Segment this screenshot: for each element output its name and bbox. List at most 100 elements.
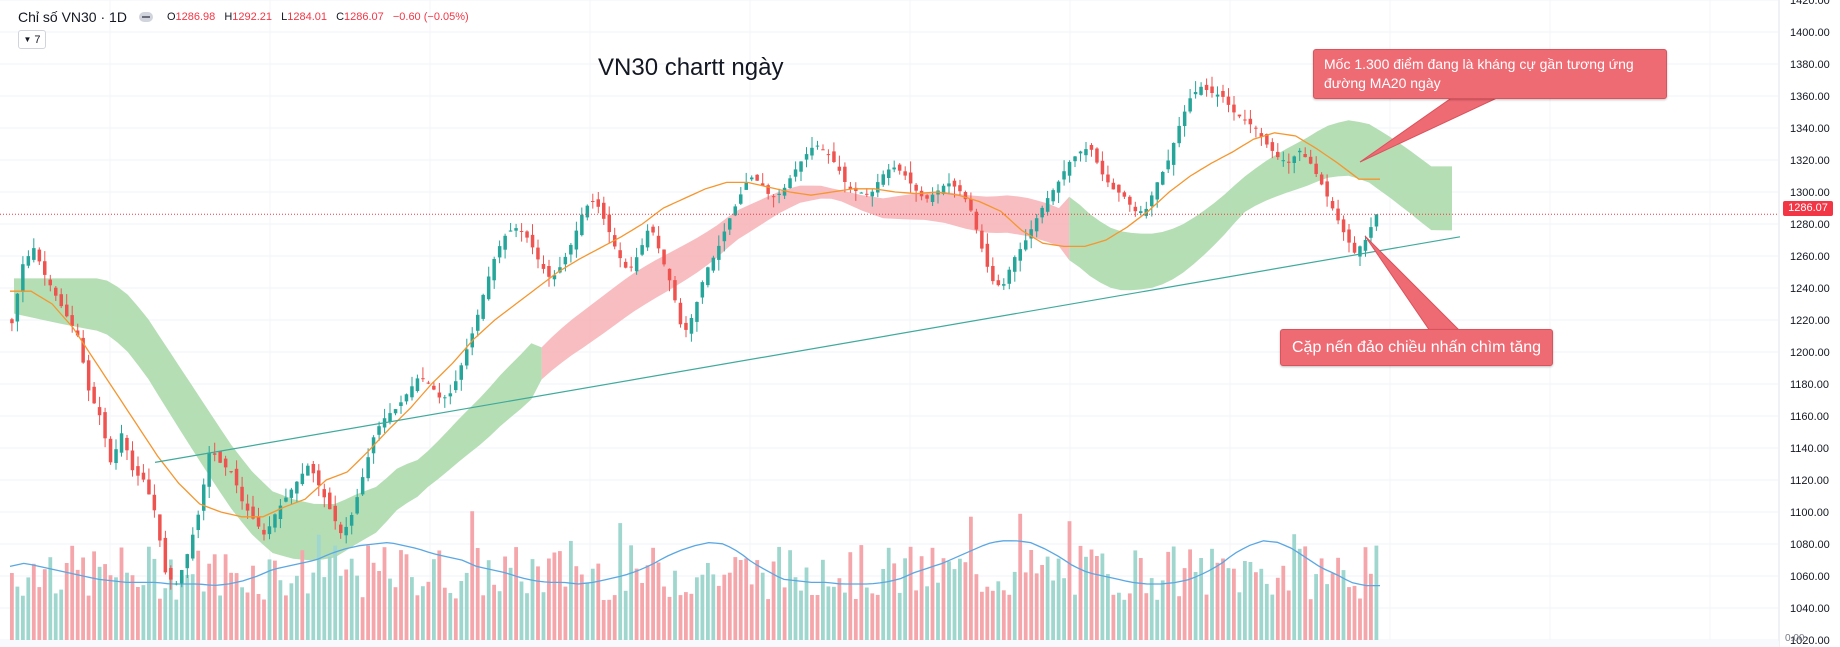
- candle-body: [788, 178, 792, 188]
- volume-bar: [1111, 594, 1116, 640]
- volume-bar: [722, 574, 727, 640]
- candle-body: [892, 167, 896, 170]
- volume-bar: [1067, 521, 1072, 640]
- candle-body: [1325, 181, 1329, 197]
- candle-body: [1254, 127, 1258, 129]
- volume-bar: [86, 595, 91, 640]
- candle-body: [1051, 190, 1055, 202]
- candle-body: [563, 256, 568, 265]
- volume-bar: [1330, 573, 1335, 640]
- volume-bar: [10, 573, 14, 640]
- y-tick-label: 1400.00: [1790, 27, 1830, 39]
- candle-body: [404, 394, 409, 402]
- candle-body: [667, 268, 672, 281]
- candle-body: [678, 302, 683, 325]
- volume-bar: [284, 595, 288, 640]
- volume-bar: [908, 546, 913, 640]
- volume-bar: [941, 558, 946, 640]
- volume-bar: [859, 545, 864, 640]
- candle-body: [552, 275, 557, 280]
- candle-body: [465, 349, 469, 366]
- volume-bar: [289, 583, 294, 640]
- volume-bar: [207, 563, 212, 640]
- candle-body: [251, 506, 255, 519]
- volume-bar: [618, 523, 623, 640]
- candle-body: [536, 247, 540, 260]
- volume-bar: [821, 559, 825, 640]
- volume-bar: [1188, 549, 1192, 640]
- candle-body: [136, 466, 140, 476]
- volume-bar: [37, 587, 42, 640]
- candle-body: [1067, 161, 1072, 176]
- volume-bar: [1177, 596, 1181, 640]
- volume-bar: [656, 562, 661, 640]
- candle-body: [32, 248, 36, 260]
- candle-body: [870, 191, 874, 197]
- candle-body: [596, 199, 600, 207]
- candle-body: [629, 266, 633, 268]
- candle-body: [859, 192, 864, 194]
- candle-body: [815, 145, 820, 147]
- candle-body: [695, 302, 699, 322]
- volume-bar: [645, 565, 650, 640]
- candle-body: [15, 293, 20, 322]
- volume-bar: [355, 575, 359, 640]
- candle-body: [360, 477, 365, 495]
- candle-body: [607, 214, 611, 233]
- y-tick-label: 1100.00: [1790, 507, 1829, 519]
- volume-bar: [448, 593, 453, 640]
- volume-bar: [782, 587, 787, 640]
- candle-body: [322, 489, 326, 498]
- candle-body: [1029, 229, 1033, 239]
- callout-resistance[interactable]: Mốc 1.300 điểm đang là kháng cự gần tươn…: [1313, 49, 1667, 99]
- volume-bar: [196, 550, 201, 640]
- candle-body: [289, 489, 294, 498]
- volume-bar: [870, 593, 875, 640]
- candle-body: [1122, 192, 1127, 197]
- candle-body: [508, 230, 513, 232]
- indicators-toggle[interactable]: ▼ 7: [18, 30, 46, 49]
- candle-body: [1150, 195, 1154, 207]
- volume-bar: [1259, 568, 1264, 640]
- candle-body: [262, 529, 266, 535]
- candle-body: [1276, 151, 1280, 158]
- volume-bar: [278, 580, 283, 640]
- symbol-label[interactable]: Chỉ số VN30 · 1D: [18, 9, 127, 25]
- volume-bar: [579, 574, 584, 640]
- eye-icon[interactable]: [138, 12, 153, 22]
- candle-body: [1182, 111, 1187, 126]
- volume-bar: [815, 595, 820, 640]
- candle-body: [1298, 150, 1302, 153]
- volume-bar: [1034, 573, 1039, 640]
- volume-bar: [1193, 572, 1198, 640]
- candle-body: [1215, 94, 1220, 97]
- y-tick-label: 1160.00: [1790, 411, 1829, 423]
- volume-bar: [1254, 572, 1258, 640]
- volume-bar: [26, 577, 31, 640]
- candle-body: [212, 453, 217, 455]
- volume-bar: [1040, 565, 1044, 640]
- volume-bar: [1095, 556, 1099, 640]
- candle-body: [793, 169, 798, 177]
- candle-body: [141, 472, 146, 480]
- candle-body: [1024, 240, 1028, 250]
- candle-body: [1292, 156, 1296, 163]
- volume-bar: [31, 563, 36, 640]
- volume-bar: [1056, 558, 1061, 640]
- callout-engulfing[interactable]: Cặp nến đảo chiều nhấn chìm tăng: [1280, 329, 1554, 366]
- candle-body: [991, 266, 995, 282]
- volume-bar: [700, 574, 705, 640]
- volume-bar: [1045, 556, 1050, 640]
- candle-body: [1078, 151, 1083, 154]
- candle-body: [541, 264, 546, 269]
- volume-bar: [1325, 584, 1329, 640]
- volume-bar: [585, 583, 590, 640]
- candle-body: [1374, 214, 1379, 227]
- candle-body: [158, 514, 162, 541]
- candle-body: [1062, 171, 1066, 180]
- volume-bar: [1369, 573, 1373, 640]
- open-value: 1286.98: [175, 11, 216, 23]
- candle-body: [207, 452, 211, 487]
